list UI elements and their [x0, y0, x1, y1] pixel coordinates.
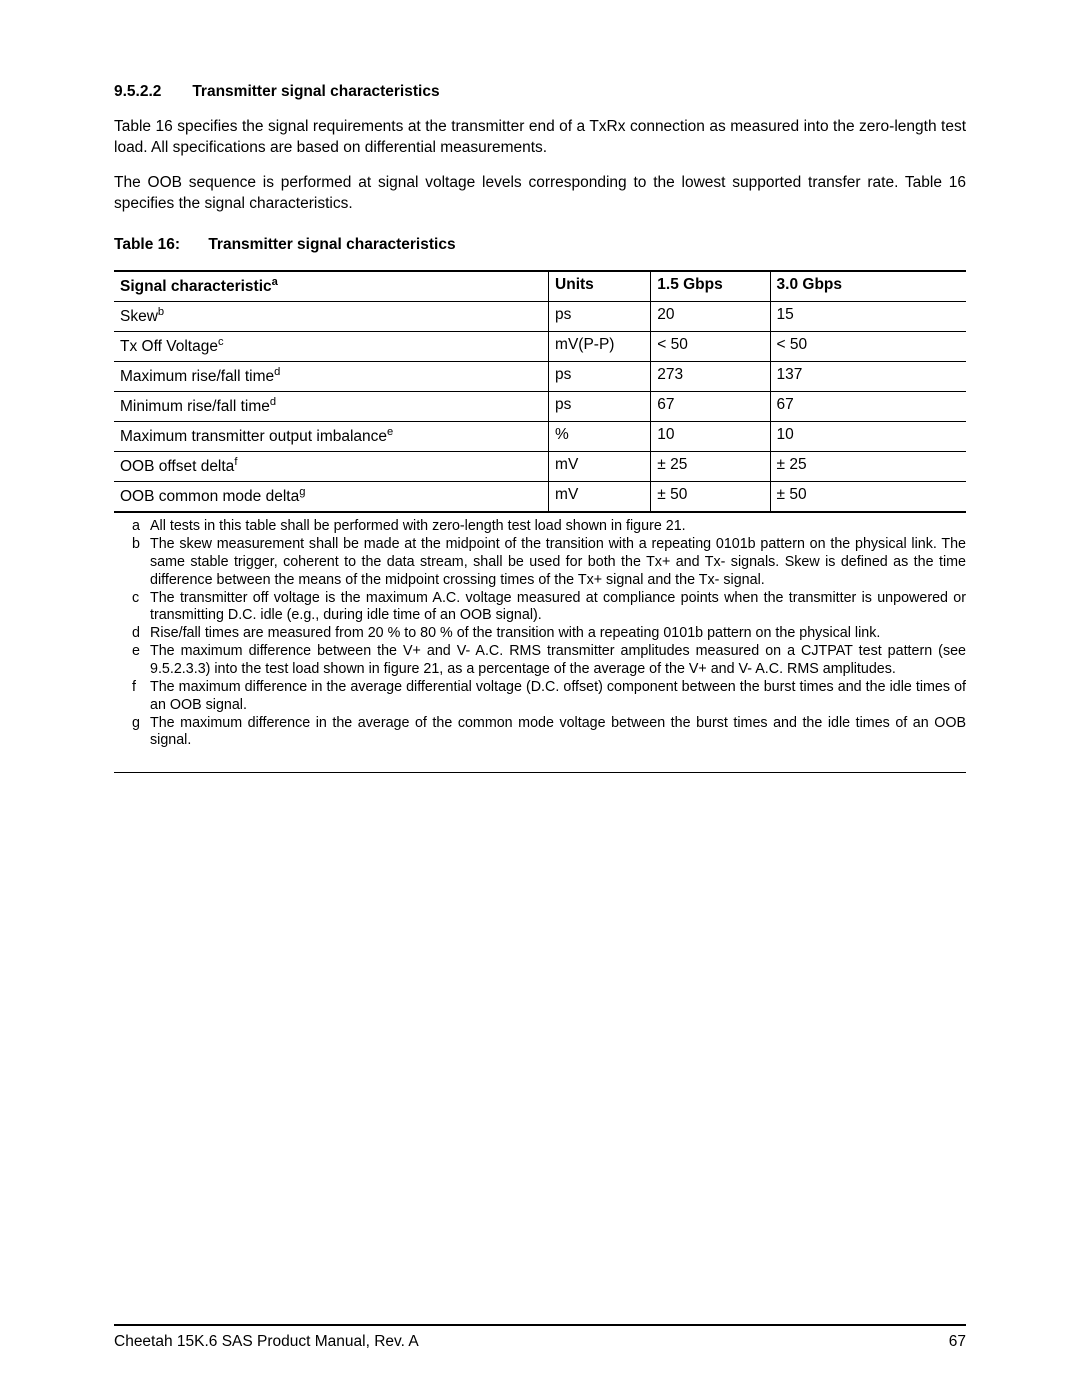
col-header-units: Units	[549, 271, 651, 302]
cell-units: mV	[549, 482, 651, 513]
table-row: Minimum rise/fall timedps6767	[114, 391, 966, 421]
cell-signal-sup: e	[387, 426, 393, 438]
table-row: Maximum rise/fall timedps 273137	[114, 361, 966, 391]
cell-signal: Maximum transmitter output imbalancee	[114, 421, 549, 451]
col-header-3p0g: 3.0 Gbps	[770, 271, 966, 302]
cell-signal: Maximum rise/fall timed	[114, 361, 549, 391]
footnote-key: f	[132, 679, 150, 715]
footnote: bThe skew measurement shall be made at t…	[132, 536, 966, 590]
table-header-row: Signal characteristica Units 1.5 Gbps 3.…	[114, 271, 966, 302]
cell-1p5g: 67	[651, 391, 770, 421]
cell-3p0g: < 50	[770, 331, 966, 361]
footnote: eThe maximum difference between the V+ a…	[132, 643, 966, 679]
cell-3p0g: ± 50	[770, 482, 966, 513]
section-number: 9.5.2.2	[114, 82, 188, 103]
cell-signal-sup: g	[299, 486, 305, 498]
cell-signal-name: OOB offset delta	[120, 458, 234, 475]
footnote-key: e	[132, 643, 150, 679]
cell-signal-name: Skew	[120, 308, 158, 325]
footnote-text: The transmitter off voltage is the maxim…	[150, 590, 966, 626]
paragraph-2: The OOB sequence is performed at signal …	[114, 173, 966, 215]
cell-signal-name: Tx Off Voltage	[120, 338, 218, 355]
cell-signal: Minimum rise/fall timed	[114, 391, 549, 421]
cell-1p5g: ± 25	[651, 452, 770, 482]
cell-1p5g: 273	[651, 361, 770, 391]
cell-signal: Skewb	[114, 301, 549, 331]
footnote: fThe maximum difference in the average d…	[132, 679, 966, 715]
cell-signal-name: Maximum transmitter output imbalance	[120, 428, 387, 445]
table-caption-label: Table 16:	[114, 235, 204, 256]
table-row: Tx Off VoltagecmV(P-P)< 50< 50	[114, 331, 966, 361]
footnote: gThe maximum difference in the average o…	[132, 715, 966, 751]
cell-signal-sup: d	[270, 396, 276, 408]
footnotes: aAll tests in this table shall be perfor…	[114, 517, 966, 750]
cell-signal-sup: c	[218, 336, 224, 348]
cell-signal-sup: b	[158, 306, 164, 318]
cell-signal-name: OOB common mode delta	[120, 488, 299, 505]
cell-signal-sup: f	[234, 456, 237, 468]
cell-units: ps	[549, 301, 651, 331]
cell-3p0g: 15	[770, 301, 966, 331]
col-header-1p5g: 1.5 Gbps	[651, 271, 770, 302]
footnote: dRise/fall times are measured from 20 % …	[132, 625, 966, 643]
footnote-text: The maximum difference in the average of…	[150, 715, 966, 751]
table-row: OOB offset deltafmV± 25± 25	[114, 452, 966, 482]
cell-3p0g: 67	[770, 391, 966, 421]
cell-units: mV	[549, 452, 651, 482]
cell-signal: OOB common mode deltag	[114, 482, 549, 513]
footnote-key: g	[132, 715, 150, 751]
cell-signal: OOB offset deltaf	[114, 452, 549, 482]
section-heading: 9.5.2.2 Transmitter signal characteristi…	[114, 82, 966, 103]
col-header-signal-text: Signal characteristic	[120, 278, 272, 295]
footnote: aAll tests in this table shall be perfor…	[132, 518, 966, 536]
paragraph-1: Table 16 specifies the signal requiremen…	[114, 117, 966, 159]
cell-units: ps	[549, 391, 651, 421]
section-title: Transmitter signal characteristics	[192, 83, 439, 100]
table-row: Maximum transmitter output imbalancee%10…	[114, 421, 966, 451]
footnote-key: d	[132, 625, 150, 643]
footnote-text: The maximum difference between the V+ an…	[150, 643, 966, 679]
cell-units: %	[549, 421, 651, 451]
cell-units: mV(P-P)	[549, 331, 651, 361]
table-row: Skewbps2015	[114, 301, 966, 331]
cell-signal-sup: d	[274, 366, 280, 378]
cell-units: ps	[549, 361, 651, 391]
footnote-key: a	[132, 518, 150, 536]
cell-3p0g: 137	[770, 361, 966, 391]
cell-3p0g: 10	[770, 421, 966, 451]
end-rule	[114, 772, 966, 773]
spec-table: Signal characteristica Units 1.5 Gbps 3.…	[114, 270, 966, 514]
col-header-signal-sup: a	[272, 276, 278, 288]
cell-1p5g: 10	[651, 421, 770, 451]
footer-page-number: 67	[949, 1332, 966, 1353]
cell-1p5g: 20	[651, 301, 770, 331]
cell-signal-name: Minimum rise/fall time	[120, 398, 270, 415]
footnote: cThe transmitter off voltage is the maxi…	[132, 590, 966, 626]
table-caption-title: Transmitter signal characteristics	[208, 236, 455, 253]
cell-1p5g: < 50	[651, 331, 770, 361]
table-row: OOB common mode deltagmV± 50± 50	[114, 482, 966, 513]
footnote-text: All tests in this table shall be perform…	[150, 518, 966, 536]
footnote-text: The skew measurement shall be made at th…	[150, 536, 966, 590]
footnote-key: b	[132, 536, 150, 590]
cell-1p5g: ± 50	[651, 482, 770, 513]
footnote-text: The maximum difference in the average di…	[150, 679, 966, 715]
cell-signal-name: Maximum rise/fall time	[120, 368, 274, 385]
footer-left: Cheetah 15K.6 SAS Product Manual, Rev. A	[114, 1333, 419, 1350]
cell-3p0g: ± 25	[770, 452, 966, 482]
page-footer: Cheetah 15K.6 SAS Product Manual, Rev. A…	[114, 1324, 966, 1353]
table-caption: Table 16: Transmitter signal characteris…	[114, 235, 966, 256]
footnote-key: c	[132, 590, 150, 626]
col-header-signal: Signal characteristica	[114, 271, 549, 302]
cell-signal: Tx Off Voltagec	[114, 331, 549, 361]
footnote-text: Rise/fall times are measured from 20 % t…	[150, 625, 966, 643]
